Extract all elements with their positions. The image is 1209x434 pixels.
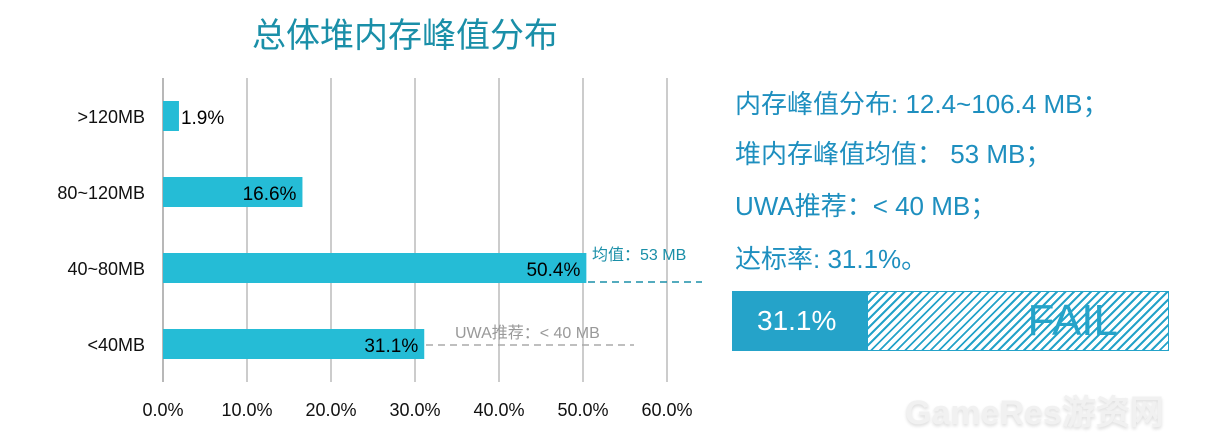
info-line-range: 内存峰值分布: 12.4~106.4 MB； bbox=[735, 89, 1109, 119]
mean-annotation: 均值：53 MB bbox=[592, 246, 686, 264]
x-tick-label: 40.0% bbox=[473, 400, 524, 420]
category-label: <40MB bbox=[87, 335, 145, 355]
data-label: 16.6% bbox=[243, 184, 297, 205]
bar bbox=[163, 177, 303, 207]
bar-chart: 0.0% 10.0% 20.0% 30.0% 40.0% 50.0% 60.0% >120MB… bbox=[57, 78, 702, 420]
bar bbox=[163, 329, 425, 359]
category-label: >120MB bbox=[77, 107, 145, 127]
x-tick-label: 60.0% bbox=[641, 400, 692, 420]
fail-label: FAIL bbox=[1027, 296, 1119, 345]
x-tick-label: 30.0% bbox=[389, 400, 440, 420]
category-label: 80~120MB bbox=[57, 183, 145, 203]
recommend-annotation: UWA推荐：< 40 MB bbox=[455, 324, 600, 342]
x-tick-label: 20.0% bbox=[305, 400, 356, 420]
category-label: 40~80MB bbox=[67, 259, 145, 279]
data-label: 31.1% bbox=[364, 336, 418, 357]
bar bbox=[163, 253, 587, 283]
pass-rate-bar: 31.1% FAIL bbox=[732, 291, 1169, 351]
watermark-logo: GameRes游资网 bbox=[905, 394, 1164, 432]
x-tick-label: 50.0% bbox=[557, 400, 608, 420]
x-tick-label: 10.0% bbox=[221, 400, 272, 420]
bar bbox=[163, 101, 179, 131]
chart-title: 总体堆内存峰值分布 bbox=[252, 17, 558, 55]
data-label: 50.4% bbox=[526, 260, 580, 281]
info-line-mean: 堆内存峰值均值： 53 MB； bbox=[735, 139, 1052, 169]
info-line-recommend: UWA推荐：< 40 MB； bbox=[735, 191, 997, 221]
x-tick-label: 0.0% bbox=[142, 400, 183, 420]
data-label: 1.9% bbox=[181, 108, 224, 129]
pass-rate-fill: 31.1% bbox=[733, 292, 869, 350]
info-line-pass-rate: 达标率: 31.1%。 bbox=[735, 244, 928, 274]
